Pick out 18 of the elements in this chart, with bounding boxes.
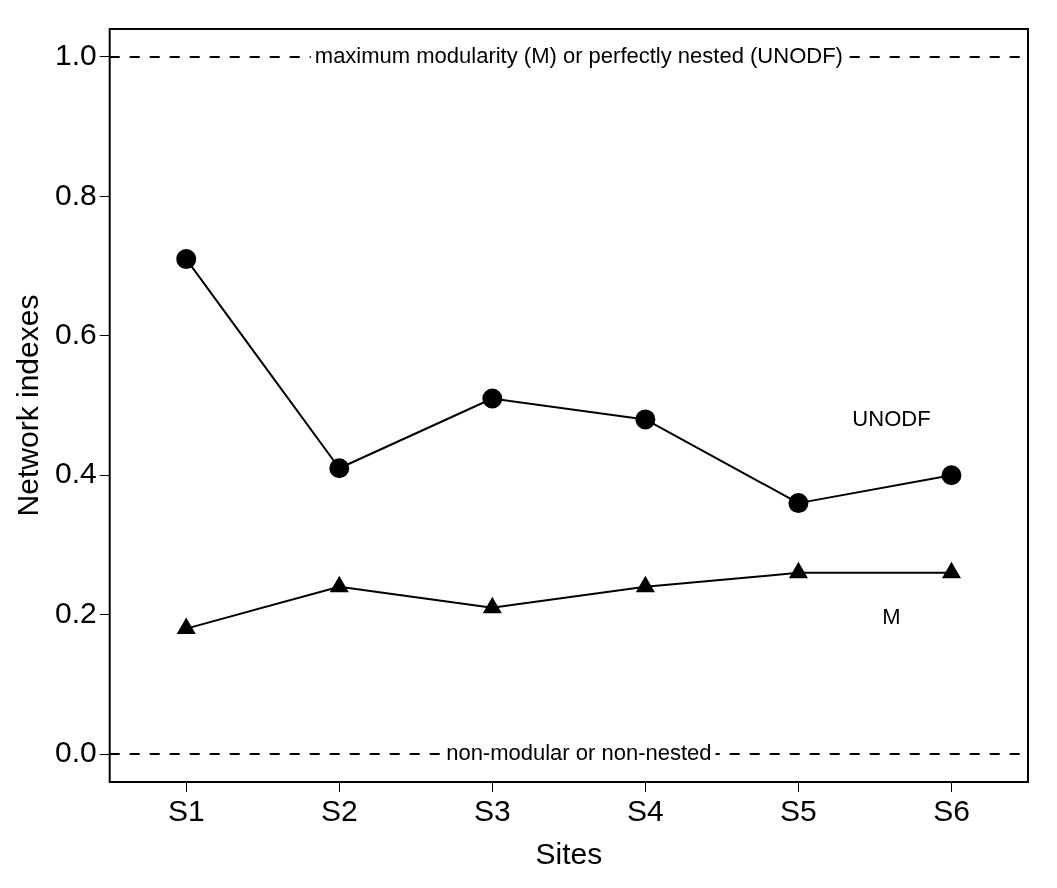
y-tick-label: 0.4 — [54, 456, 97, 490]
y-tick-label: 0.0 — [54, 735, 97, 769]
ref-line-label: non-modular or non-nested — [446, 740, 712, 766]
x-axis-title: Sites — [535, 837, 603, 871]
y-tick-label: 1.0 — [54, 38, 97, 72]
x-tick-label: S1 — [167, 794, 205, 828]
x-tick-label: S3 — [473, 794, 511, 828]
x-tick-label: S5 — [780, 794, 817, 828]
x-tick-label: S6 — [933, 794, 970, 828]
y-tick-label: 0.2 — [54, 595, 97, 629]
x-tick-label: S2 — [320, 794, 358, 828]
x-tick-label: S4 — [627, 794, 664, 828]
ref-line-label: maximum modularity (M) or perfectly nested (UNODF) — [314, 42, 843, 68]
y-axis-title: Network indexes — [11, 294, 45, 517]
series-label: M — [882, 603, 901, 629]
series-label: UNODF — [852, 406, 931, 432]
y-tick-label: 0.8 — [54, 177, 97, 211]
y-tick-label: 0.6 — [54, 317, 97, 351]
